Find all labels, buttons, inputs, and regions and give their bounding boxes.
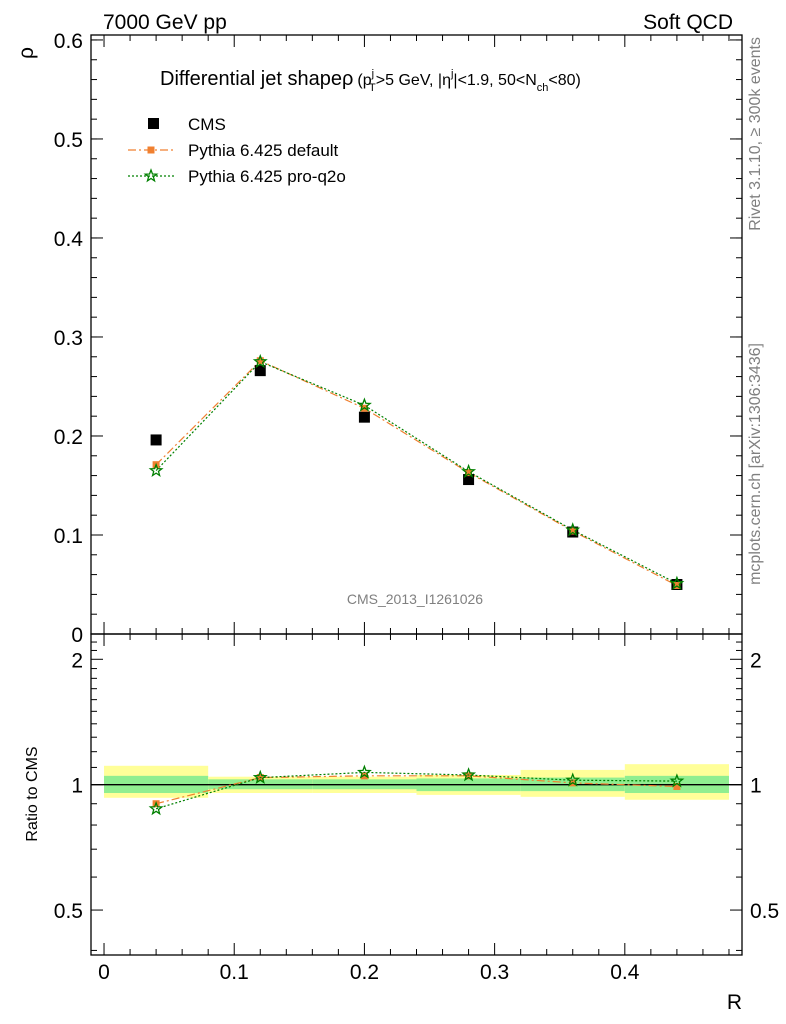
x-tick-label: 0.3 xyxy=(480,961,509,984)
legend-label-pythia-proq2o: Pythia 6.425 pro-q2o xyxy=(188,167,346,186)
ratio-point-pythia-proq2o xyxy=(148,800,164,816)
series-line-pythia-default xyxy=(155,359,678,587)
cms-data-point xyxy=(150,434,162,446)
ratio-point-pythia-proq2o xyxy=(252,769,268,784)
pythia-default-point xyxy=(256,357,264,365)
main-y-tick-label: 0.5 xyxy=(54,129,83,152)
pythia-default-point xyxy=(465,469,473,477)
legend-marker-cms xyxy=(148,118,159,129)
pythia-proq2o-point xyxy=(356,397,372,412)
main-y-tick-label: 0 xyxy=(71,624,83,647)
header-left: 7000 GeV pp xyxy=(103,11,227,34)
x-tick-label: 0.4 xyxy=(610,961,640,984)
pythia-proq2o-point xyxy=(669,575,685,590)
series-line-pythia-proq2o xyxy=(155,360,678,585)
ratio-point-pythia-proq2o xyxy=(356,764,372,779)
analysis-watermark: CMS_2013_I1261026 xyxy=(347,591,483,607)
x-axis-label: R xyxy=(727,991,742,1014)
legend-label-pythia-default: Pythia 6.425 default xyxy=(188,141,339,160)
ratio-panel: 0.5 0.5 1 1 2 2 0 0.1 0.2 0.3 0.4 Ratio to CMS R xyxy=(24,633,779,1014)
main-axis-ticks xyxy=(91,35,742,635)
ratio-point-pythia-proq2o xyxy=(461,767,477,782)
ratio-y-tick-label-right: 2 xyxy=(750,649,762,672)
mcplots-label: mcplots.cern.ch [arXiv:1306:3436] xyxy=(747,343,764,585)
legend-marker-pythia-default xyxy=(147,146,155,154)
main-y-tick-label: 0.2 xyxy=(54,426,83,449)
main-y-tick-label: 0.1 xyxy=(54,525,83,548)
pythia-default-point xyxy=(569,527,577,535)
ratio-y-tick-label: 1 xyxy=(71,775,83,798)
header-right: Soft QCD xyxy=(643,11,733,34)
ratio-uncertainty-bands xyxy=(104,764,729,800)
pythia-proq2o-point xyxy=(252,353,268,369)
pythia-proq2o-point xyxy=(565,522,581,537)
ratio-point-pythia-proq2o xyxy=(669,773,685,788)
cms-data-point xyxy=(254,365,266,377)
main-y-tick-labels: 0 0.1 0.2 0.3 0.4 0.5 0.6 xyxy=(54,30,84,647)
main-y-tick-label: 0.3 xyxy=(54,327,83,350)
main-y-tick-label: 0.4 xyxy=(54,228,84,251)
ratio-y-tick-labels: 0.5 0.5 1 1 2 2 xyxy=(54,649,779,923)
pythia-proq2o-point xyxy=(148,462,164,478)
ratio-point-pythia-proq2o xyxy=(565,772,581,787)
main-y-axis-label: ρ xyxy=(15,47,38,59)
ratio-point-pythia-default xyxy=(673,782,681,790)
x-tick-label: 0.1 xyxy=(220,961,249,984)
ratio-axis-ticks xyxy=(91,634,742,955)
legend: CMS Pythia 6.425 default Pythia 6.425 pr… xyxy=(128,115,346,186)
ratio-point-pythia-default xyxy=(360,772,368,780)
cms-data-point xyxy=(358,411,370,423)
ratio-line-pythia-default xyxy=(155,775,677,805)
ratio-y-axis-label: Ratio to CMS xyxy=(24,746,41,841)
rivet-version-label: Rivet 3.1.10, ≥ 300k events xyxy=(747,37,764,231)
ratio-line-pythia-proq2o xyxy=(155,771,677,810)
main-panel: 0 0.1 0.2 0.3 0.4 0.5 0.6 ρ Differential jet s… xyxy=(15,30,743,647)
x-tick-label: 0.2 xyxy=(350,961,379,984)
legend-label-cms: CMS xyxy=(188,115,226,134)
cms-data-point xyxy=(463,474,475,486)
ratio-y-tick-label: 2 xyxy=(71,649,83,672)
ratio-y-tick-label-right: 1 xyxy=(750,775,762,798)
x-tick-label: 0 xyxy=(98,961,110,984)
main-y-tick-label: 0.6 xyxy=(54,30,83,53)
legend-marker-pythia-proq2o xyxy=(143,168,159,183)
ratio-point-pythia-default xyxy=(465,772,473,780)
pythia-proq2o-point xyxy=(461,463,477,478)
ratio-y-tick-label-right: 0.5 xyxy=(750,900,779,923)
chart-title: Differential jet shapeρ (pj T>5 GeV, |ηj|<… xyxy=(160,68,581,94)
ratio-y-tick-label: 0.5 xyxy=(54,900,83,923)
x-tick-labels: 0 0.1 0.2 0.3 0.4 xyxy=(98,961,640,984)
